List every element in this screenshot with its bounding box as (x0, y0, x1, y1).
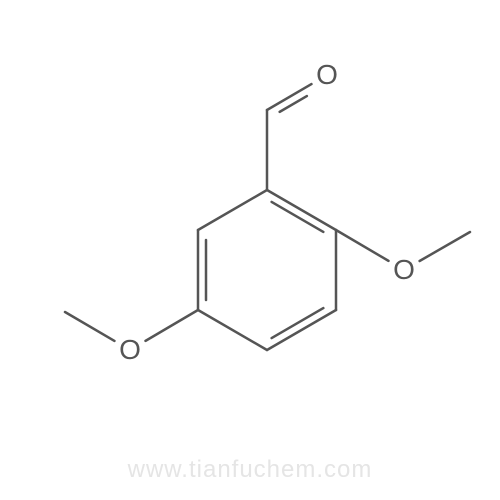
atom-label-o8: O (316, 59, 338, 91)
atom-label-o11: O (393, 254, 415, 286)
bond-layer (0, 0, 500, 500)
atom-label-o9: O (119, 334, 141, 366)
watermark-text: www.tianfuchem.com (128, 456, 373, 484)
molecule-canvas: O O O www.tianfuchem.com (0, 0, 500, 500)
